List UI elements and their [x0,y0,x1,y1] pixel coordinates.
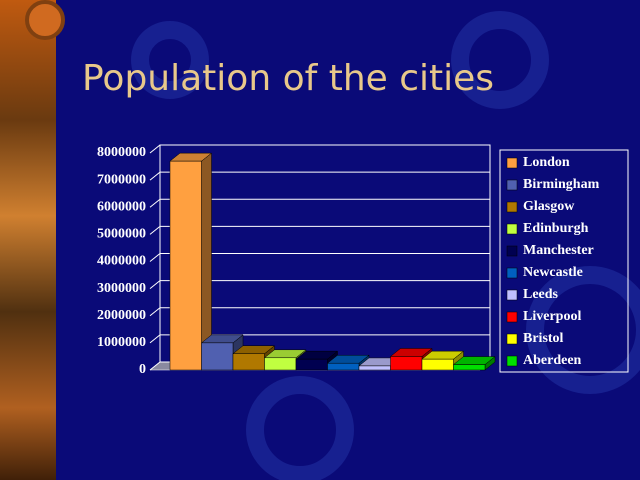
y-tick-label: 4000000 [97,254,146,269]
legend-label: London [523,155,570,170]
legend-swatch [506,311,518,323]
grid-line [149,280,490,290]
y-tick-label: 3000000 [97,281,146,296]
legend-label: Leeds [523,287,559,302]
legend-swatch [506,179,518,191]
bar [390,356,423,371]
y-tick-label: 8000000 [97,145,146,160]
legend-swatch [506,157,518,169]
bar [201,342,234,371]
grid-line [149,171,490,181]
legend-label: Birmingham [523,177,600,192]
legend-label: Aberdeen [523,353,582,368]
chart-title: Population of the cities [82,58,494,99]
bar [264,357,297,371]
bar [232,353,265,371]
legend-swatch [506,355,518,367]
legend-label: Bristol [523,331,564,346]
gear-icon [25,0,65,40]
legend-swatch [506,223,518,235]
gear-decoration [131,11,640,480]
bar [421,358,454,371]
legend-swatch [506,267,518,279]
bar [453,364,486,371]
bar [295,358,328,371]
legend-label: Manchester [523,243,594,258]
legend-swatch [506,245,518,257]
grid-line [149,253,490,262]
grid-line [149,225,490,235]
y-tick-label: 5000000 [97,227,146,242]
grid-line [149,307,490,317]
bar [358,365,391,371]
legend-swatch [506,201,518,213]
legend-label: Newcastle [523,265,583,280]
y-tick-label: 6000000 [97,199,146,214]
legend-label: Edinburgh [523,221,589,236]
collage-strip [0,0,56,480]
legend-swatch [506,289,518,301]
y-tick-label: 7000000 [97,172,146,187]
grid-line [149,144,490,154]
legend-swatch [506,333,518,345]
bar [327,362,360,371]
legend-label: Liverpool [523,309,581,324]
legend-box [499,149,629,373]
grid-line [149,198,490,208]
legend-label: Glasgow [523,199,575,214]
grid-line [149,334,490,344]
y-tick-label: 0 [139,362,146,377]
y-tick-label: 1000000 [97,335,146,350]
y-tick-label: 2000000 [97,308,146,323]
bar [169,160,202,371]
